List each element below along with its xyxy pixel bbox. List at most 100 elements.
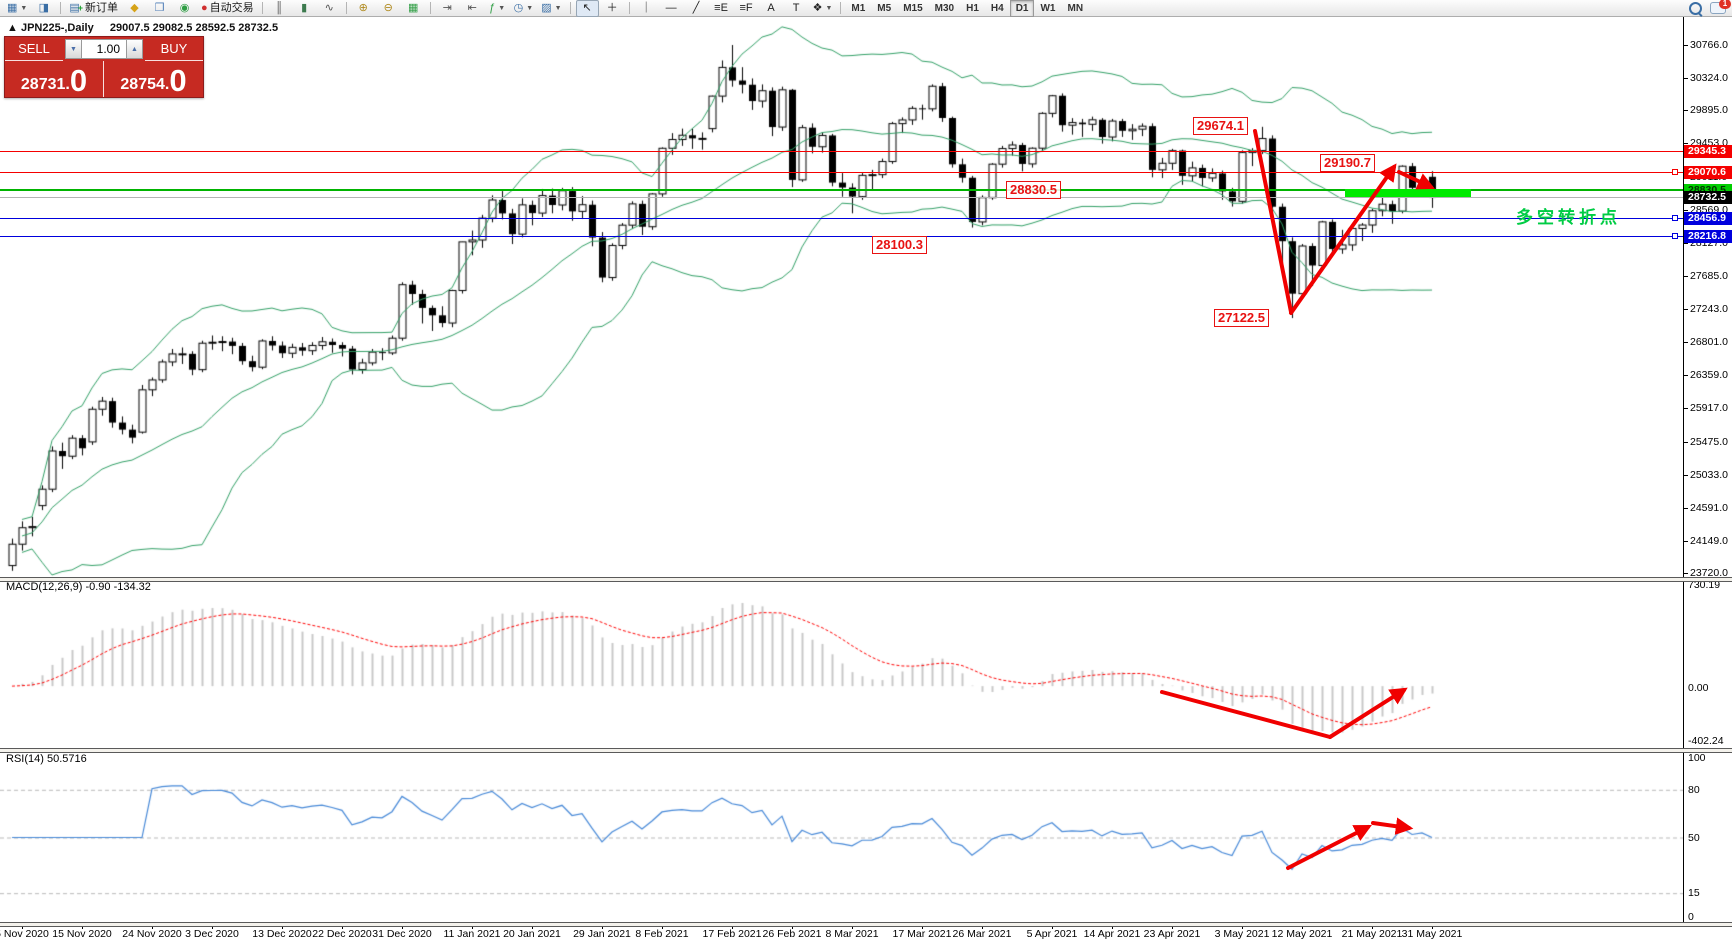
price-note-28100-3[interactable]: 28100.3 <box>872 236 927 254</box>
time-axis[interactable]: 5 Nov 2020 15 Nov 2020 24 Nov 2020 3 Dec 20… <box>0 925 1732 940</box>
buy-button[interactable]: BUY <box>145 37 203 61</box>
chart-shift-button[interactable]: ⇤ <box>461 0 484 17</box>
market-button[interactable]: ◆ <box>123 0 146 17</box>
time-axis-label: 26 Feb 2021 <box>762 928 822 940</box>
rsi-panel-canvas[interactable] <box>0 751 1683 923</box>
time-axis-label: 17 Mar 2021 <box>892 928 952 940</box>
vertical-line-button[interactable]: ｜ <box>635 0 658 17</box>
chart-shift-icon: ⇤ <box>467 1 477 14</box>
ohlc-values: 29007.5 29082.5 28592.5 28732.5 <box>109 22 279 34</box>
toolbar-separator <box>261 2 263 14</box>
vertical-line-icon: ｜ <box>640 1 652 14</box>
rsi-axis-tick: 100 <box>1688 752 1706 764</box>
price-axis-tick: 24149.0 <box>1684 534 1728 547</box>
profiles-button[interactable]: ◨ <box>32 0 55 17</box>
auto-scroll-button[interactable]: ⇥ <box>436 0 459 17</box>
time-axis-label: 5 Nov 2020 <box>0 928 49 940</box>
line-chart-type-button[interactable]: ∿ <box>318 0 341 17</box>
timeframe-h1-button[interactable]: H1 <box>966 2 979 14</box>
support-line-28830[interactable] <box>0 189 1683 192</box>
horizontal-line-button[interactable]: — <box>660 0 683 17</box>
price-axis-tick: 25033.0 <box>1684 468 1728 481</box>
zoom-in-button[interactable]: ⊕ <box>352 0 375 17</box>
price-note-29190-7[interactable]: 29190.7 <box>1320 154 1375 172</box>
panel-collapse-icon[interactable]: ▲ <box>7 22 18 34</box>
main-chart-canvas[interactable] <box>0 17 1683 577</box>
arrows-button[interactable]: ❖ ▼ <box>810 0 836 17</box>
line-drag-handle[interactable] <box>1672 215 1678 222</box>
macd-panel-canvas[interactable] <box>0 580 1683 748</box>
price-axis-tick: 25917.0 <box>1684 402 1728 415</box>
time-axis-tick <box>282 925 283 929</box>
time-axis-tick <box>402 925 403 929</box>
price-axis-tick: 26359.0 <box>1684 369 1728 382</box>
pivot-line-28456[interactable] <box>0 217 1683 219</box>
volume-down-button[interactable]: ▼ <box>65 39 82 59</box>
zoom-out-icon: ⊖ <box>383 1 393 14</box>
time-axis-tick <box>1242 925 1243 929</box>
line-drag-handle[interactable] <box>1672 233 1678 240</box>
text-button[interactable]: A <box>760 0 783 17</box>
resistance-line-29070[interactable] <box>0 171 1683 173</box>
support-zone-highlight[interactable] <box>1345 189 1471 197</box>
timeframe-w1-button[interactable]: W1 <box>1040 2 1056 14</box>
candlestick-chart-type-button[interactable]: ▮ <box>293 0 316 17</box>
time-axis-tick <box>1172 925 1173 929</box>
sell-price[interactable]: 28731. 0 <box>5 61 104 97</box>
timeframe-mn-button[interactable]: MN <box>1067 2 1084 14</box>
volume-up-button[interactable]: ▲ <box>126 39 143 59</box>
search-icon[interactable] <box>1689 1 1702 15</box>
indicators-button[interactable]: ƒ ▼ <box>486 0 509 17</box>
time-axis-tick <box>922 925 923 929</box>
signals-button[interactable]: ◉ <box>173 0 196 17</box>
crosshair-icon: ＋ <box>606 1 618 14</box>
horizontal-line-icon: — <box>665 1 677 14</box>
price-axis-tick: 30766.0 <box>1684 39 1728 51</box>
templates-button[interactable]: ▨ ▼ <box>538 0 564 17</box>
price-note-29674-1[interactable]: 29674.1 <box>1193 117 1248 135</box>
buy-price[interactable]: 28754. 0 <box>104 61 203 97</box>
rsi-dates-splitter[interactable] <box>0 922 1732 927</box>
cursor-button[interactable]: ↖ <box>575 0 599 17</box>
notifications-icon[interactable]: 1 <box>1710 0 1731 14</box>
sell-button[interactable]: SELL <box>5 37 63 61</box>
price-axis-tick: 26801.0 <box>1684 336 1728 349</box>
resistance-line-29345[interactable] <box>0 150 1683 152</box>
main-macd-splitter[interactable] <box>0 577 1732 582</box>
zoom-out-button[interactable]: ⊖ <box>377 0 400 17</box>
periods-button[interactable]: ◷ ▼ <box>511 0 537 17</box>
current-price-line[interactable] <box>0 196 1683 198</box>
timeframe-h4-button[interactable]: H4 <box>990 2 1004 14</box>
pivot-line-28216[interactable] <box>0 235 1683 237</box>
trendline-button[interactable]: ╱ <box>685 0 708 17</box>
timeframe-m5-button[interactable]: M5 <box>877 2 892 14</box>
timeframe-m30-button[interactable]: M30 <box>934 2 955 14</box>
new-order-button[interactable]: ▤ + 新订单 <box>66 0 121 17</box>
metaeditor-button[interactable]: ❒ <box>148 0 171 17</box>
autotrading-button[interactable]: ● 自动交易 <box>198 0 257 17</box>
timeframe-m15-button[interactable]: M15 <box>903 2 923 14</box>
timeframe-m1-button[interactable]: M1 <box>851 2 866 14</box>
price-note-28830-5[interactable]: 28830.5 <box>1006 181 1061 199</box>
line-drag-handle[interactable] <box>1672 169 1678 176</box>
timeframe-d1-button[interactable]: D1 <box>1009 0 1035 17</box>
new-chart-button[interactable]: ▦ ▼ <box>4 0 30 17</box>
pivot-note-text[interactable]: 多空转折点 <box>1516 208 1621 227</box>
equidistant-channel-button[interactable]: ≡E <box>710 0 733 17</box>
price-axis-tick: 25475.0 <box>1684 435 1728 448</box>
tile-windows-button[interactable]: ▦ <box>402 0 425 17</box>
volume-input[interactable]: 1.00 <box>82 39 126 59</box>
time-axis-tick <box>152 925 153 929</box>
zoom-in-icon: ⊕ <box>358 1 368 14</box>
price-axis-tick: 30324.0 <box>1684 72 1728 85</box>
bar-chart-type-button[interactable]: ║ <box>268 0 291 17</box>
time-axis-label: 20 Jan 2021 <box>503 928 561 940</box>
fibonacci-button[interactable]: ≡F <box>735 0 758 17</box>
time-axis-label: 3 May 2021 <box>1214 928 1270 940</box>
crosshair-button[interactable]: ＋ <box>601 0 624 17</box>
new-order-button-label: 新订单 <box>85 1 119 14</box>
text-label-button[interactable]: T <box>785 0 808 17</box>
price-note-27122-5[interactable]: 27122.5 <box>1214 309 1269 327</box>
macd-rsi-splitter[interactable] <box>0 748 1732 753</box>
